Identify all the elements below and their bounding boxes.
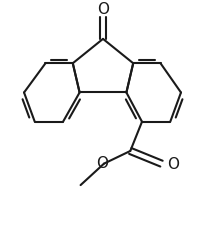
Text: O: O bbox=[167, 156, 179, 171]
Text: O: O bbox=[97, 2, 109, 17]
Text: O: O bbox=[96, 155, 108, 170]
